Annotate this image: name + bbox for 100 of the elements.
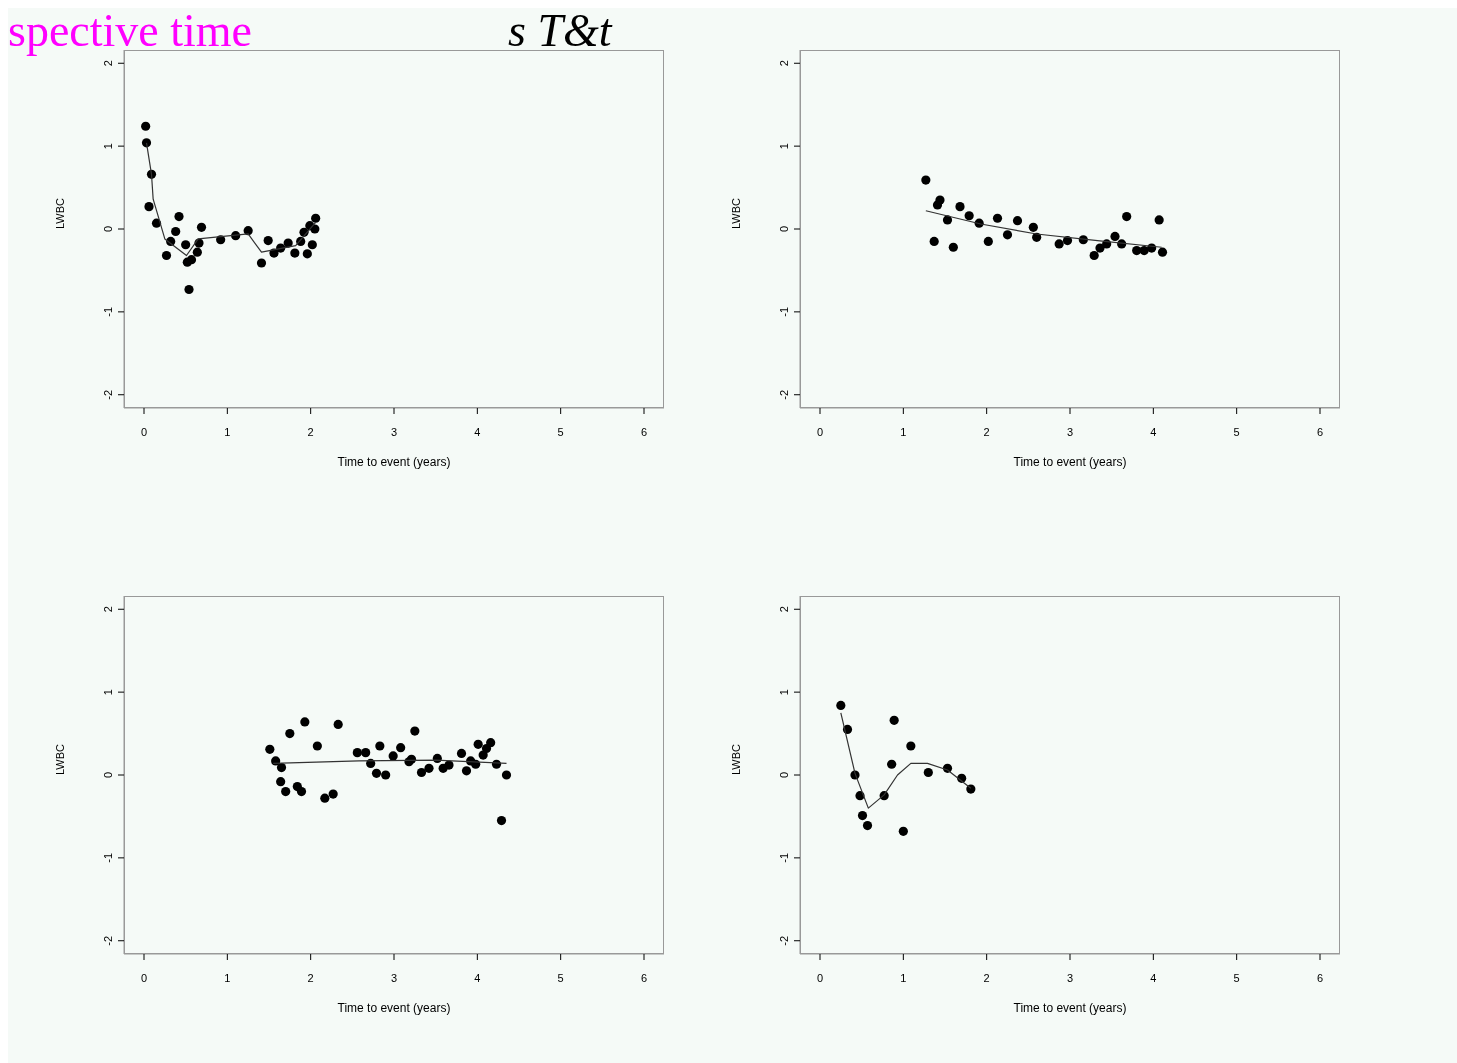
point bbox=[371, 768, 382, 778]
x-tick-label: 5 bbox=[1233, 425, 1240, 438]
x-tick-label: 1 bbox=[900, 971, 907, 984]
point bbox=[923, 767, 933, 778]
point bbox=[424, 763, 434, 773]
y-tick-label: 1 bbox=[778, 689, 790, 696]
point bbox=[196, 222, 207, 232]
point bbox=[1132, 245, 1142, 256]
point bbox=[486, 738, 496, 748]
point bbox=[1089, 250, 1099, 261]
x-axis-title: Time to event (years) bbox=[1013, 1001, 1127, 1015]
point bbox=[1095, 243, 1105, 253]
y-tick-label: -1 bbox=[102, 852, 114, 863]
y-tick-label: -1 bbox=[778, 852, 790, 863]
x-tick-label: 5 bbox=[557, 425, 564, 438]
point bbox=[992, 213, 1003, 223]
point bbox=[171, 226, 181, 237]
point bbox=[935, 195, 945, 205]
point bbox=[836, 700, 846, 710]
point bbox=[921, 175, 931, 185]
point bbox=[1157, 247, 1168, 257]
x-tick-label: 0 bbox=[140, 971, 148, 984]
point bbox=[265, 744, 275, 754]
point bbox=[161, 250, 172, 261]
y-axis-title: LWBC bbox=[53, 743, 66, 775]
y-axis-title: LWBC bbox=[53, 197, 66, 229]
x-tick-label: 5 bbox=[1233, 971, 1240, 984]
point bbox=[481, 743, 492, 754]
point bbox=[396, 743, 406, 753]
point bbox=[1012, 216, 1023, 226]
x-tick-label: 2 bbox=[307, 971, 314, 984]
x-tick-label: 4 bbox=[1150, 971, 1157, 984]
point bbox=[352, 748, 362, 758]
annotation: spective time bbox=[8, 7, 252, 56]
point bbox=[276, 777, 286, 787]
x-tick-label: 0 bbox=[140, 425, 148, 438]
point bbox=[857, 811, 868, 821]
point bbox=[381, 770, 391, 780]
point bbox=[320, 793, 330, 803]
x-tick-label: 2 bbox=[983, 425, 990, 438]
y-tick-label: -2 bbox=[102, 389, 114, 400]
y-tick-label: -2 bbox=[778, 389, 790, 400]
y-axis-title: LWBC bbox=[729, 197, 742, 229]
point bbox=[186, 255, 197, 265]
y-tick-label: -2 bbox=[778, 935, 790, 946]
y-tick-label: 2 bbox=[102, 606, 114, 613]
x-tick-label: 2 bbox=[983, 971, 990, 984]
point bbox=[1110, 231, 1120, 242]
point bbox=[473, 739, 483, 749]
x-tick-label: 1 bbox=[224, 425, 231, 438]
point bbox=[181, 240, 191, 250]
y-tick-label: 2 bbox=[778, 60, 790, 67]
point bbox=[174, 211, 184, 222]
point bbox=[966, 784, 976, 794]
y-tick-label: 1 bbox=[102, 689, 114, 696]
y-tick-label: -1 bbox=[102, 306, 114, 317]
point bbox=[302, 249, 312, 259]
x-tick-label: 3 bbox=[1066, 971, 1074, 984]
point bbox=[955, 202, 965, 212]
point bbox=[311, 213, 321, 223]
y-tick-label: 1 bbox=[102, 143, 114, 150]
point bbox=[144, 202, 154, 212]
x-tick-label: 6 bbox=[640, 425, 648, 438]
point bbox=[862, 820, 873, 831]
point bbox=[1154, 215, 1164, 225]
x-tick-label: 0 bbox=[816, 425, 824, 438]
point bbox=[461, 766, 472, 776]
point bbox=[366, 758, 376, 768]
point bbox=[307, 240, 317, 250]
y-tick-label: 0 bbox=[778, 225, 790, 233]
point bbox=[285, 728, 295, 739]
point bbox=[898, 826, 908, 836]
point bbox=[263, 236, 273, 246]
point bbox=[444, 760, 454, 770]
x-tick-label: 4 bbox=[1150, 425, 1157, 438]
point bbox=[184, 284, 194, 295]
point bbox=[1139, 245, 1149, 256]
x-tick-label: 4 bbox=[474, 971, 481, 984]
x-axis-title: Time to event (years) bbox=[337, 455, 451, 469]
point bbox=[906, 741, 916, 751]
point bbox=[361, 748, 371, 758]
point bbox=[1054, 239, 1064, 249]
point bbox=[501, 770, 512, 780]
point bbox=[948, 242, 958, 252]
point bbox=[410, 726, 420, 736]
point bbox=[141, 121, 151, 131]
point bbox=[375, 741, 385, 751]
x-tick-label: 4 bbox=[474, 425, 481, 438]
point bbox=[983, 236, 993, 247]
point bbox=[312, 741, 322, 751]
point bbox=[388, 751, 398, 761]
x-tick-label: 5 bbox=[557, 971, 564, 984]
point bbox=[290, 248, 300, 258]
x-tick-label: 1 bbox=[900, 425, 907, 438]
x-tick-label: 1 bbox=[224, 971, 231, 984]
x-tick-label: 3 bbox=[390, 425, 398, 438]
y-tick-label: -2 bbox=[102, 935, 114, 946]
y-axis-title: LWBC bbox=[729, 743, 742, 775]
x-axis-title: Time to event (years) bbox=[1013, 455, 1127, 469]
y-tick-label: 0 bbox=[102, 225, 114, 233]
